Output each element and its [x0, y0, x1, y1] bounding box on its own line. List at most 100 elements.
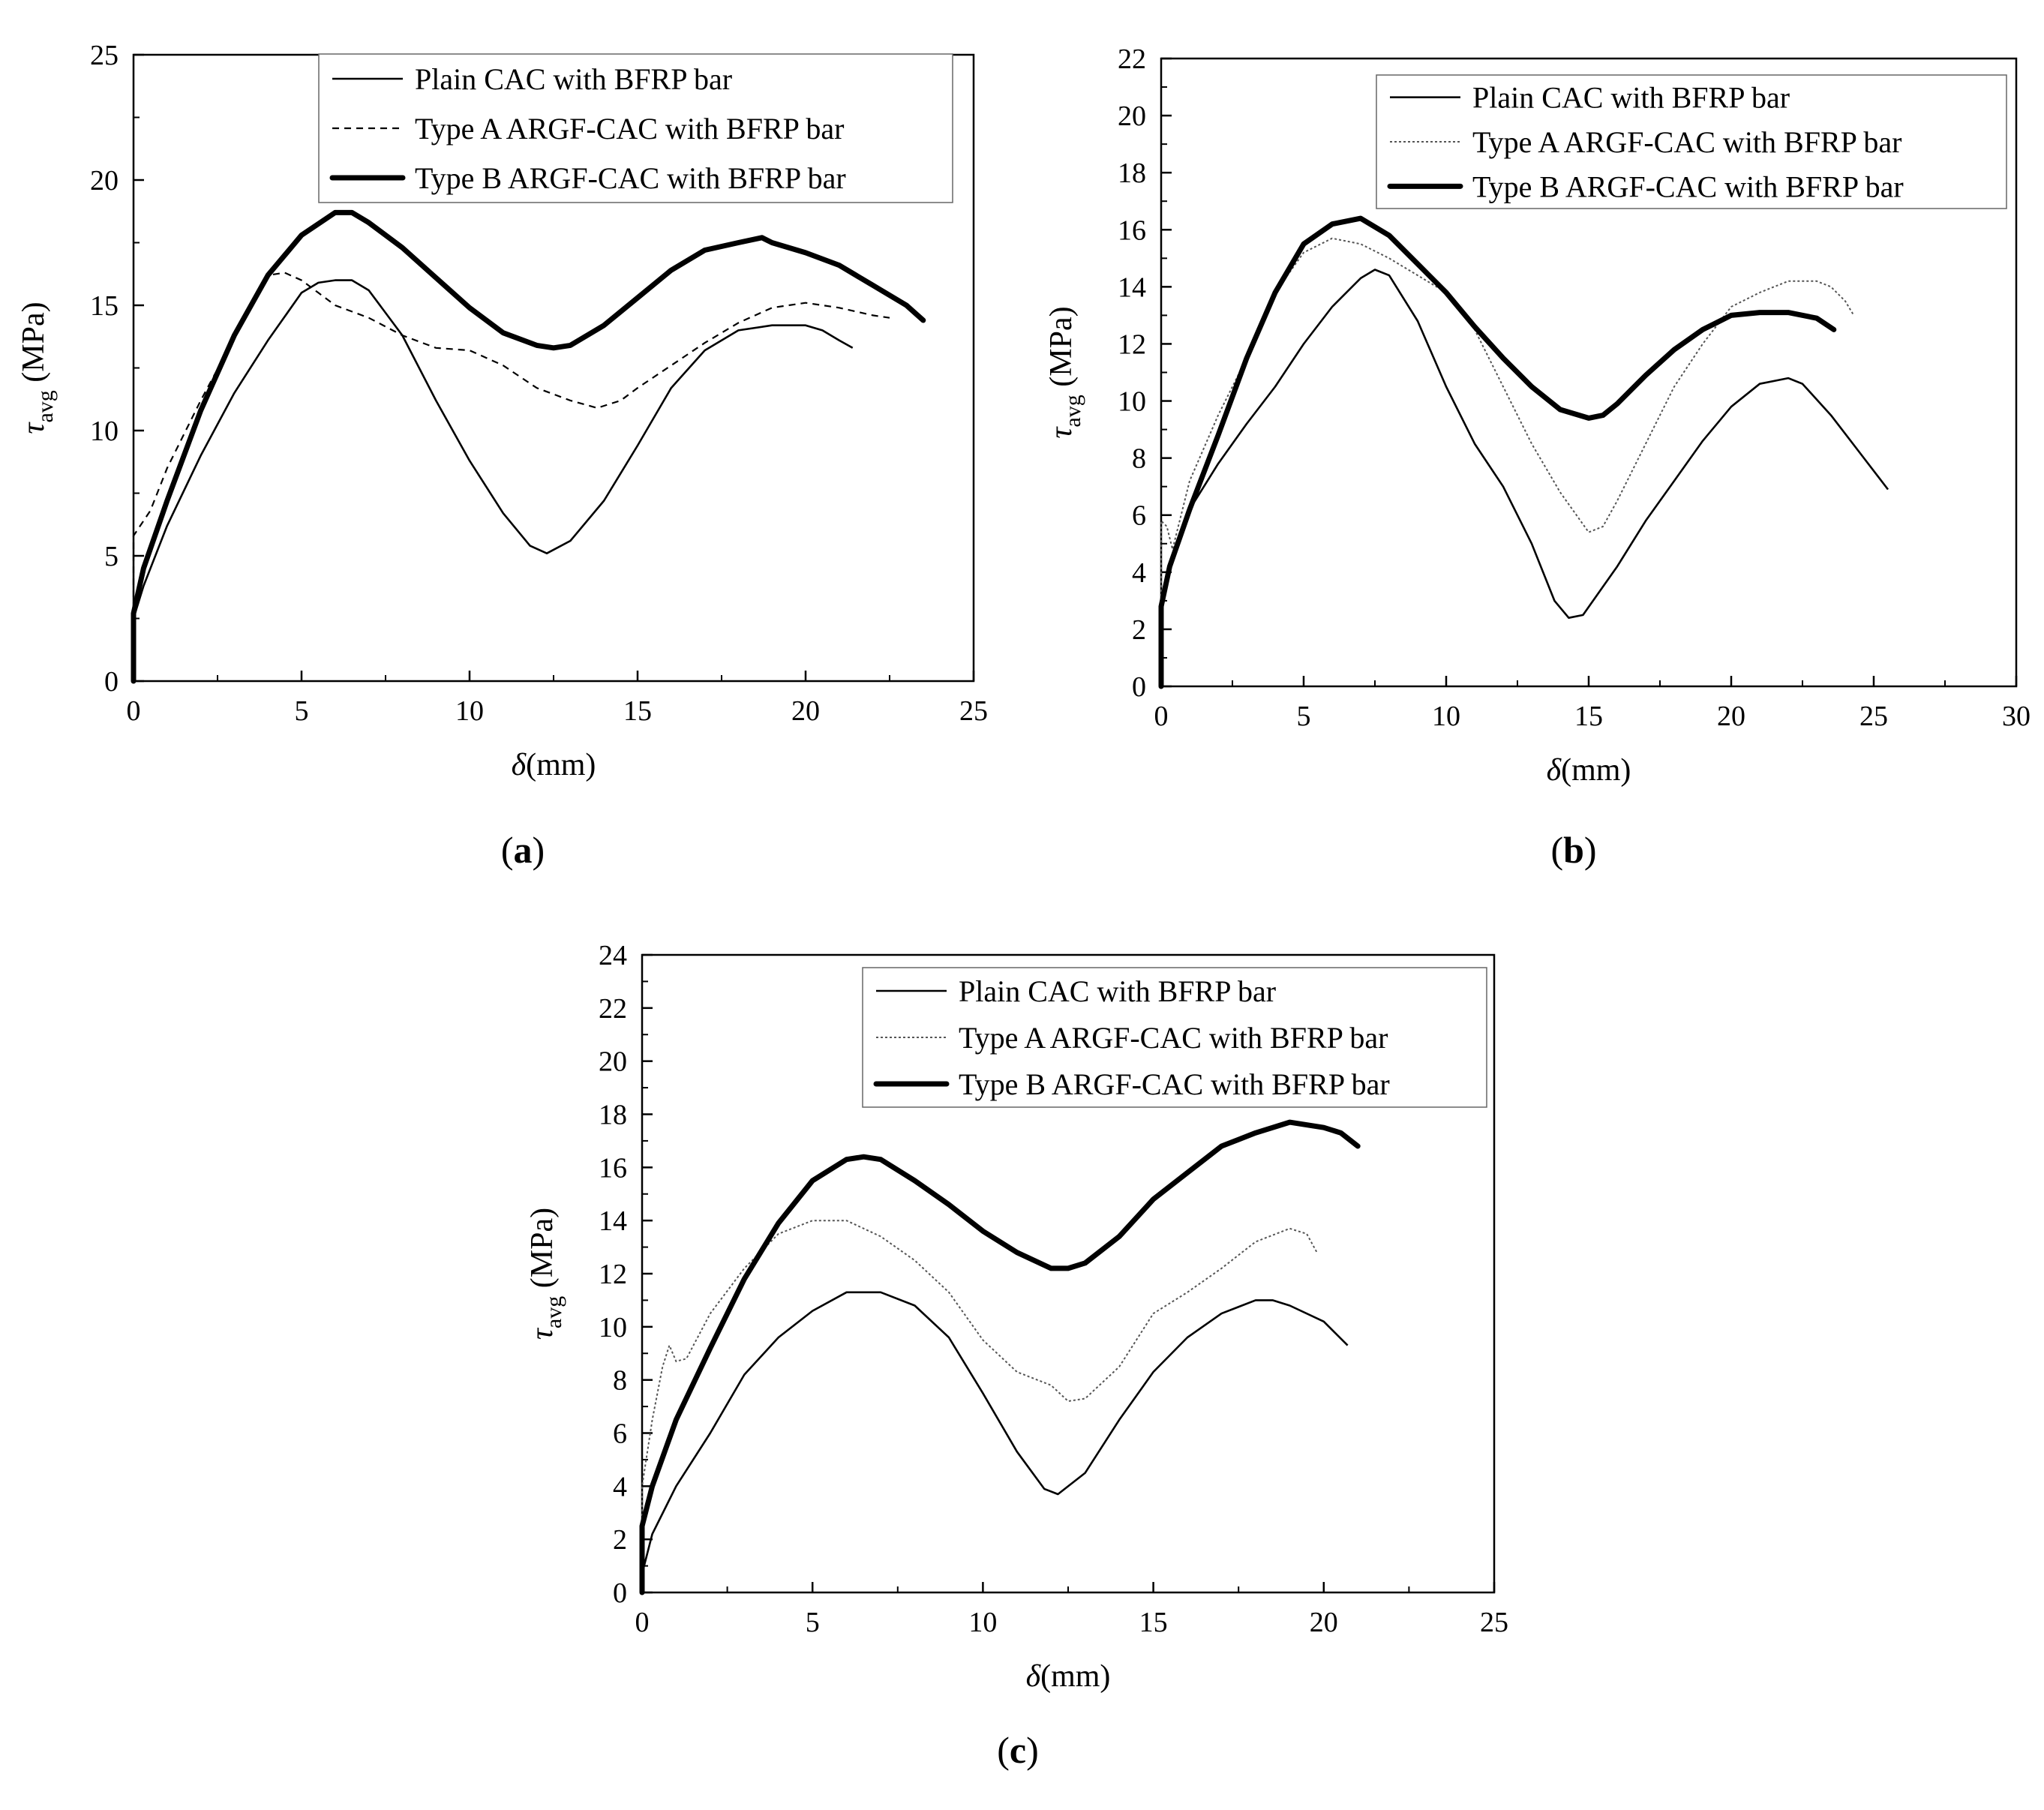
y-tick-label: 6 [1132, 500, 1146, 532]
y-tick-label: 2 [1132, 614, 1146, 646]
y-axis-unit: (MPa) [1044, 306, 1079, 395]
panel-label-close: ) [533, 829, 545, 871]
x-tick-label: 10 [455, 695, 484, 727]
legend-label-3: Type B ARGF-CAC with BFRP bar [959, 1067, 1390, 1101]
y-tick-label: 5 [104, 541, 119, 572]
y-tick-label: 10 [1118, 386, 1146, 418]
panel-label: (b) [1550, 829, 1596, 871]
y-tick-label: 15 [90, 290, 119, 322]
x-axis-unit: (mm) [526, 748, 596, 782]
legend-box [318, 53, 953, 203]
y-axis-symbol: τ [525, 1327, 560, 1340]
y-tick-label: 24 [599, 940, 627, 971]
x-axis-title: δ(mm) [1026, 1659, 1111, 1694]
series-line-2 [641, 1220, 1318, 1592]
y-tick-label: 10 [599, 1312, 627, 1343]
x-tick-label: 25 [1859, 701, 1888, 732]
y-tick-label: 8 [613, 1365, 627, 1397]
panel-label-letter: c [1010, 1729, 1026, 1771]
legend-label-1: Plain CAC with BFRP bar [959, 974, 1276, 1008]
legend-box [1376, 74, 2007, 209]
x-tick-label: 0 [127, 695, 141, 727]
y-tick-label: 25 [90, 40, 119, 71]
chart-panel-c: 0 5 10 15 20 25024681012141618202224δ(mm)τavg… [525, 940, 1508, 1771]
x-tick-label: 25 [959, 695, 988, 727]
y-tick-label: 16 [1118, 215, 1146, 246]
legend: Plain CAC with BFRP bar Type A ARGF-CAC w… [1376, 74, 2007, 209]
x-tick-label: 5 [295, 695, 309, 727]
x-tick-label: 15 [1139, 1607, 1168, 1638]
series-line-3 [639, 1119, 1361, 1595]
x-tick-label: 0 [1154, 701, 1169, 732]
panel-label-open: ( [1550, 829, 1563, 871]
panel-label-open: ( [501, 829, 514, 871]
y-tick-label: 2 [613, 1524, 627, 1556]
chart-panel-b: 0 5 10 15 20 25 30 0 2 4 6 8 10 12 14 16 18 20 22 δ(mm) τavg… [1044, 44, 2030, 871]
panel-label-letter: b [1563, 829, 1584, 871]
y-tick-label: 0 [1132, 671, 1146, 703]
series-line-1 [641, 1291, 1349, 1592]
y-tick-label: 12 [1118, 329, 1146, 360]
panel-label: (a) [501, 829, 545, 871]
y-tick-label: 20 [90, 165, 119, 197]
legend-label-3: Type B ARGF-CAC with BFRP bar [1472, 170, 1904, 203]
panel-label-close: ) [1584, 829, 1597, 871]
x-axis-unit: (mm) [1561, 753, 1631, 788]
x-tick-label: 0 [635, 1607, 650, 1638]
x-axis-symbol: δ [1026, 1659, 1042, 1694]
legend-label-2: Type A ARGF-CAC with BFRP bar [1472, 125, 1901, 159]
series-line-3 [131, 209, 926, 684]
x-tick-label: 20 [791, 695, 820, 727]
y-tick-label: 20 [599, 1046, 627, 1078]
y-tick-label: 22 [599, 993, 627, 1025]
y-tick-label: 4 [1132, 557, 1146, 589]
y-tick-label: 4 [613, 1471, 627, 1502]
series-line-2 [132, 272, 890, 681]
y-axis-subscript: avg [1061, 395, 1085, 427]
y-tick-label: 20 [1118, 101, 1146, 132]
y-tick-label: 22 [1118, 44, 1146, 75]
y-tick-label: 0 [613, 1577, 627, 1609]
legend-box [862, 967, 1487, 1108]
x-tick-label: 20 [1717, 701, 1745, 732]
x-axis-title: δ(mm) [512, 748, 596, 782]
y-tick-label: 0 [104, 666, 119, 698]
y-axis-title: τavg (MPa) [17, 302, 58, 434]
y-tick-label: 14 [599, 1205, 627, 1237]
legend-label-1: Plain CAC with BFRP bar [1472, 81, 1790, 115]
y-axis-symbol: τ [17, 422, 51, 434]
series-line-1 [132, 279, 854, 681]
y-tick-label: 18 [599, 1100, 627, 1131]
x-tick-label: 20 [1310, 1607, 1338, 1638]
x-axis-unit: (mm) [1040, 1659, 1110, 1694]
panel-label-open: ( [997, 1729, 1010, 1771]
x-axis-symbol: δ [512, 748, 527, 782]
x-tick-label: 15 [1574, 701, 1603, 732]
x-tick-label: 30 [2002, 701, 2030, 732]
legend: Plain CAC with BFRP bar Type A ARGF-CAC w… [318, 53, 953, 203]
y-axis-symbol: τ [1044, 426, 1079, 439]
x-axis-symbol: δ [1547, 753, 1562, 788]
x-tick-label: 5 [806, 1607, 820, 1638]
panel-label-letter: a [514, 829, 533, 871]
legend: Plain CAC with BFRP bar Type A ARGF-CAC w… [862, 967, 1487, 1108]
y-tick-label: 18 [1118, 158, 1146, 189]
legend-label-1: Plain CAC with BFRP bar [415, 62, 732, 96]
x-tick-label: 10 [968, 1607, 997, 1638]
legend-label-2: Type A ARGF-CAC with BFRP bar [415, 112, 844, 146]
y-tick-label: 8 [1132, 443, 1146, 475]
y-tick-label: 14 [1118, 272, 1146, 303]
panel-label: (c) [997, 1729, 1039, 1771]
y-tick-label: 12 [599, 1259, 627, 1290]
legend-label-3: Type B ARGF-CAC with BFRP bar [415, 161, 846, 195]
series-line-2 [1160, 237, 1855, 686]
series-line-1 [1160, 269, 1889, 686]
chart-panel-a: 0 5 10 15 20 25 0 5 10 15 20 25 δ(mm) τavg (MPa) Plain… [17, 40, 988, 871]
y-tick-label: 6 [613, 1418, 627, 1450]
y-axis-subscript: avg [542, 1296, 566, 1328]
y-tick-label: 16 [599, 1152, 627, 1184]
y-axis-subscript: avg [33, 390, 58, 422]
y-axis-unit: (MPa) [525, 1208, 560, 1296]
